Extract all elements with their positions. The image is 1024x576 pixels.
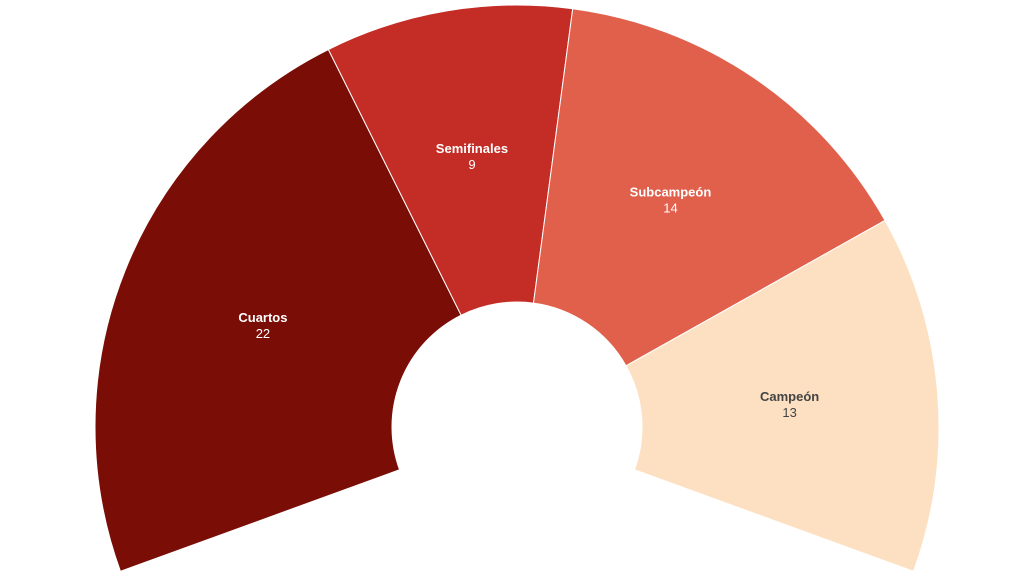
slice-value: 9	[468, 157, 475, 172]
slices-group	[94, 4, 940, 572]
slice-label: Subcampeón	[630, 185, 712, 200]
slice-campe-n[interactable]	[625, 219, 940, 572]
slice-semifinales[interactable]	[327, 4, 574, 316]
slice-value: 14	[663, 201, 677, 216]
slice-value: 13	[782, 405, 796, 420]
slice-value: 22	[256, 326, 270, 341]
slice-cuartos[interactable]	[94, 48, 462, 572]
slice-label: Cuartos	[238, 310, 287, 325]
slice-label: Semifinales	[436, 141, 508, 156]
slice-label: Campeón	[760, 389, 819, 404]
slice-subcampe-n[interactable]	[532, 8, 886, 367]
